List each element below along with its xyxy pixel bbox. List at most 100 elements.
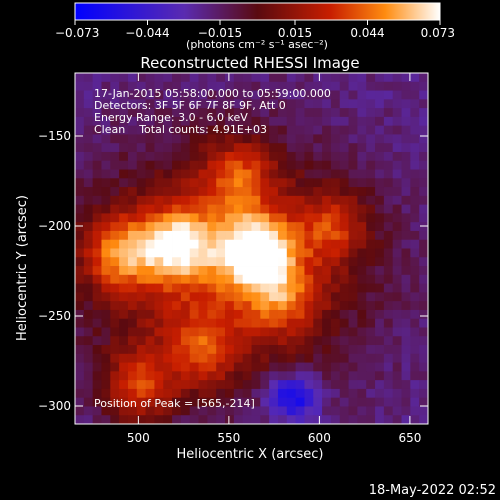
heatmap-cell [180,406,191,416]
heatmap-cell [83,239,94,249]
heatmap-cell [119,345,129,355]
heatmap-cell [189,336,199,346]
heatmap-cell [330,327,341,337]
heatmap-cell [145,204,155,214]
heatmap-cell [295,222,305,232]
heatmap-cell [207,362,217,372]
heatmap-cell [357,99,367,109]
heatmap-cell [286,283,297,293]
heatmap-cell [366,283,376,293]
heatmap-cell [207,283,217,293]
heatmap-cell [366,73,376,83]
heatmap-cell [304,73,314,83]
heatmap-cell [401,213,411,223]
heatmap-cell [189,397,199,407]
colorbar-tick-label: 0.015 [278,26,312,40]
heatmap-cell [401,248,411,258]
heatmap-cell [242,90,252,100]
y-axis-ticks: −150−200−250−300 [38,129,428,413]
heatmap-cell [127,143,138,153]
heatmap-cell [242,380,252,390]
heatmap-cell [163,143,173,153]
heatmap-cell [75,283,85,293]
heatmap-cell [119,266,129,276]
heatmap-cell [295,81,305,91]
heatmap-cell [145,301,155,311]
heatmap-cell [172,99,182,109]
heatmap-cell [136,388,146,399]
heatmap-cell [410,160,420,170]
heatmap-cell [189,274,199,285]
heatmap-cell [189,213,199,223]
heatmap-cell [154,345,164,355]
heatmap-cell [83,327,94,337]
heatmap-cell [410,116,420,127]
heatmap-cell [339,187,349,197]
heatmap-cell [119,292,129,302]
heatmap-cell [198,380,208,390]
heatmap-cell [225,274,235,285]
heatmap-cell [225,195,235,206]
heatmap-cell [313,99,323,109]
heatmap-cell [375,160,385,170]
heatmap-cell [92,169,102,179]
heatmap-cell [154,380,164,390]
heatmap-cell [322,388,332,399]
heatmap-cell [286,81,297,91]
heatmap-cell [127,283,138,293]
heatmap-cell [260,151,270,162]
heatmap-cell [101,274,111,285]
heatmap-cell [419,266,428,276]
heatmap-cell [145,274,155,285]
heatmap-cell [383,327,394,337]
heatmap-cell [119,160,129,170]
heatmap-cell [251,248,261,258]
heatmap-cell [207,380,217,390]
heatmap-cell [75,371,85,381]
heatmap-cell [145,81,155,91]
heatmap-cell [348,125,358,135]
heatmap-cell [277,125,288,135]
heatmap-cell [110,108,120,118]
heatmap-cell [295,274,305,285]
heatmap-cell [357,371,367,381]
heatmap-cell [419,195,428,206]
heatmap-cell [286,248,297,258]
heatmap-cell [242,257,252,267]
heatmap-cell [295,213,305,223]
heatmap-cell [295,204,305,214]
heatmap-cell [277,336,288,346]
heatmap-cell [322,353,332,363]
heatmap-cell [419,160,428,170]
heatmap-cell [154,81,164,91]
heatmap-cell [163,380,173,390]
heatmap-cell [410,169,420,179]
heatmap-cell [163,248,173,258]
heatmap-cell [322,309,332,320]
heatmap-cell [348,327,358,337]
heatmap-cell [401,380,411,390]
heatmap-cell [216,90,226,100]
heatmap-cell [172,108,182,118]
heatmap-cell [295,406,305,416]
heatmap-cell [251,309,261,320]
heatmap-cell [348,406,358,416]
heatmap-cell [322,160,332,170]
heatmap-cell [304,222,314,232]
heatmap-cell [172,336,182,346]
heatmap-cell [260,204,270,214]
heatmap-cell [383,415,394,424]
heatmap-cell [304,327,314,337]
heatmap-cell [189,353,199,363]
heatmap-cell [233,380,244,390]
heatmap-cell [410,345,420,355]
heatmap-cell [242,292,252,302]
heatmap-cell [83,309,94,320]
heatmap-cell [136,116,146,127]
heatmap-cell [392,239,402,249]
heatmap-cell [180,336,191,346]
heatmap-cell [198,90,208,100]
heatmap-cell [110,388,120,399]
heatmap-cell [357,318,367,328]
heatmap-cell [101,345,111,355]
